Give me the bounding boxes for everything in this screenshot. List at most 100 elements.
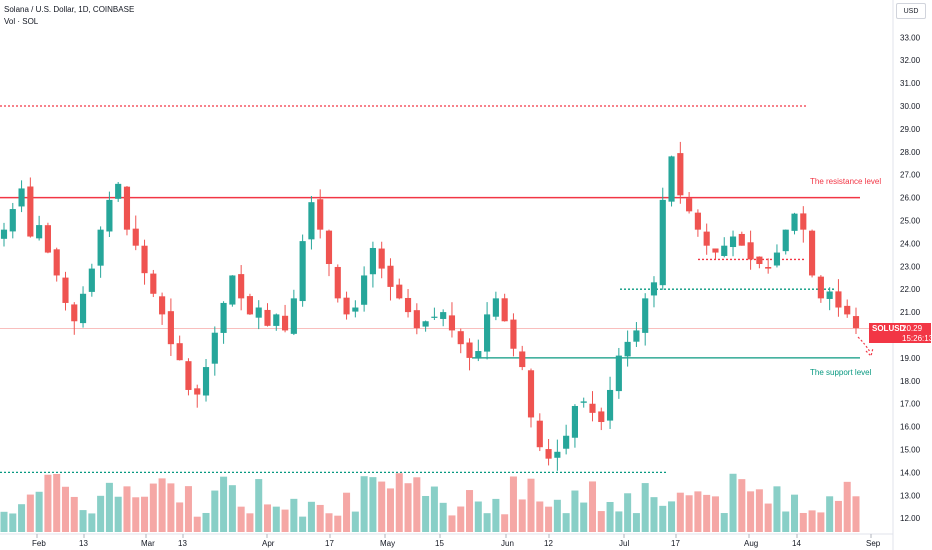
price-axis: 12.00 13.00 14.00 15.00 16.00 17.00 18.00 19.00… — [900, 33, 921, 523]
candle-body — [220, 302, 227, 333]
candle — [238, 265, 245, 311]
candle — [729, 230, 737, 257]
candle-body — [527, 370, 535, 418]
candle — [27, 177, 34, 238]
candle-body — [115, 183, 122, 199]
volume-bar — [281, 509, 289, 532]
volume-bar — [263, 504, 272, 532]
candle — [229, 275, 236, 307]
candle-body — [9, 209, 16, 232]
candle-body — [36, 225, 43, 239]
candle-body — [729, 236, 737, 248]
candle-body — [440, 312, 447, 319]
chart-title: Solana / U.S. Dollar, 1D, COINBASE — [4, 5, 135, 14]
price-tag-price: 20.29 — [902, 324, 923, 333]
price-tick-label: 21.00 — [900, 308, 921, 317]
candle — [44, 222, 51, 254]
candle-body — [571, 405, 579, 438]
time-tick-label: Feb — [32, 539, 46, 548]
candle-body — [809, 230, 816, 276]
price-tick-label: 30.00 — [900, 102, 921, 111]
candles — [0, 141, 860, 471]
candle — [88, 263, 95, 297]
volume-bar — [492, 498, 500, 532]
candle-body — [238, 274, 245, 299]
candle-body — [694, 212, 701, 230]
volume-bar — [351, 511, 359, 532]
candle-body — [501, 298, 508, 322]
candle — [194, 384, 201, 408]
candle — [255, 300, 262, 330]
volume-bar — [729, 473, 737, 532]
price-tick-label: 33.00 — [900, 33, 921, 42]
candle-body — [229, 275, 236, 305]
price-tick-label: 24.00 — [900, 239, 921, 248]
volume-bar — [193, 516, 201, 532]
candle — [97, 226, 104, 278]
candle — [352, 300, 359, 318]
candle-body — [404, 297, 412, 313]
price-tick-label: 15.00 — [900, 446, 921, 455]
candle-body — [88, 268, 95, 292]
candle-body — [642, 298, 649, 333]
volume-bar — [483, 513, 491, 532]
candle-body — [308, 202, 315, 240]
candle — [0, 222, 8, 247]
price-tick-label: 16.00 — [900, 423, 921, 432]
candle-body — [448, 315, 456, 331]
price-tag-symbol: SOLUSD — [872, 324, 906, 333]
volume-bar — [439, 502, 447, 532]
candle-body — [97, 229, 104, 266]
volume-bar — [158, 478, 166, 532]
candle-body — [817, 276, 824, 299]
candle-body — [211, 332, 218, 364]
levels — [0, 105, 869, 474]
candle — [738, 231, 745, 246]
volume-bar — [422, 495, 430, 532]
time-tick-label: Aug — [744, 539, 758, 548]
volume-bar — [290, 498, 298, 532]
time-tick-label: Jul — [619, 539, 629, 548]
candle — [159, 292, 166, 325]
volume-bar — [782, 511, 790, 532]
volume-bar — [562, 513, 570, 532]
candle — [264, 303, 271, 327]
volume-bar — [852, 496, 860, 532]
volume-bar — [97, 495, 105, 532]
candle — [659, 187, 666, 290]
volume-bar — [61, 486, 69, 532]
candle-body — [317, 199, 324, 230]
volume-bar — [430, 486, 438, 532]
candle — [633, 322, 640, 347]
volume-bar — [676, 492, 684, 532]
candle — [18, 180, 25, 213]
candle-body — [299, 241, 306, 302]
time-tick-label: 12 — [544, 539, 553, 548]
candle — [150, 269, 157, 298]
candle-body — [721, 245, 728, 256]
candle — [650, 276, 658, 308]
candle — [369, 241, 376, 288]
volume-bar — [448, 515, 456, 532]
candle — [598, 407, 605, 431]
volume-bar — [624, 493, 632, 532]
volume-bar — [176, 502, 184, 532]
volume-bar — [44, 474, 52, 532]
candle-body — [677, 153, 684, 196]
volume-bar — [386, 488, 394, 532]
candle — [448, 302, 456, 338]
volume-bar — [141, 496, 149, 532]
volume-bar — [466, 490, 474, 532]
candle — [844, 299, 851, 318]
time-tick-label: 13 — [178, 539, 187, 548]
volume-bar — [132, 497, 140, 532]
candle — [712, 248, 719, 260]
currency-button[interactable]: USD — [896, 3, 926, 19]
time-tick-label: 13 — [79, 539, 88, 548]
volume-bar — [35, 491, 43, 532]
candle-body — [624, 341, 631, 357]
time-tick-label: 14 — [792, 539, 801, 548]
candle — [53, 247, 60, 282]
candle — [826, 287, 833, 311]
